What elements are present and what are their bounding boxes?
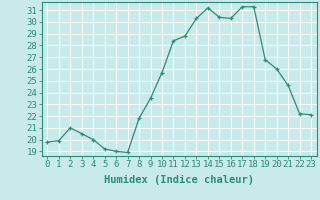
X-axis label: Humidex (Indice chaleur): Humidex (Indice chaleur) bbox=[104, 175, 254, 185]
